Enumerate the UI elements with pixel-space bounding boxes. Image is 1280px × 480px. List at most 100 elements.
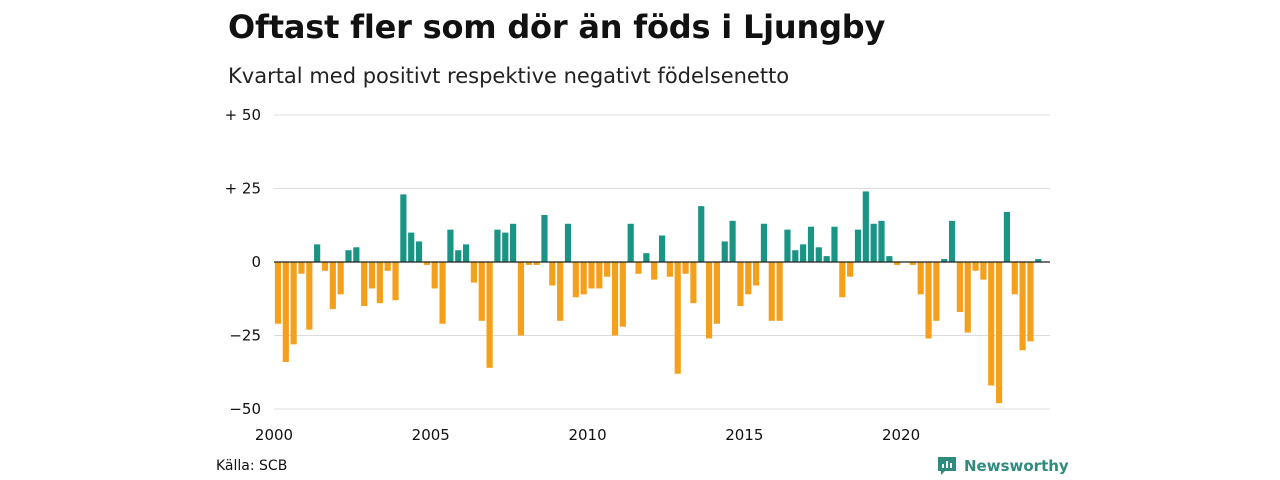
bar xyxy=(400,194,407,262)
bar xyxy=(651,262,658,280)
bar-series xyxy=(274,191,1042,404)
bar xyxy=(384,262,391,271)
bar xyxy=(314,244,321,262)
bar xyxy=(988,262,995,386)
bar xyxy=(925,262,932,339)
bar xyxy=(1035,259,1042,262)
chart-title: Oftast fler som dör än föds i Ljungby xyxy=(228,8,886,46)
bar xyxy=(870,223,877,262)
bar xyxy=(658,235,666,262)
newsworthy-icon xyxy=(938,457,956,475)
bar xyxy=(462,244,470,262)
bar xyxy=(1011,262,1018,295)
bar xyxy=(470,262,478,283)
bar xyxy=(564,223,572,262)
bar xyxy=(878,220,885,262)
y-tick-label: + 50 xyxy=(225,106,261,124)
bar xyxy=(948,220,956,262)
y-tick-label: 0 xyxy=(251,253,261,271)
y-tick-label: −25 xyxy=(229,327,261,345)
bar xyxy=(847,262,854,277)
bar xyxy=(274,262,282,324)
bar xyxy=(635,262,642,274)
bar xyxy=(525,262,532,265)
bar xyxy=(784,229,791,262)
bar xyxy=(1019,262,1026,351)
bar xyxy=(611,262,619,336)
bar xyxy=(549,262,556,286)
bar xyxy=(392,262,399,301)
bar xyxy=(956,262,963,312)
chart-subtitle: Kvartal med positivt respektive negativt… xyxy=(228,64,790,88)
bar xyxy=(423,262,430,265)
bar xyxy=(745,262,752,295)
bar xyxy=(541,214,548,262)
bar xyxy=(698,206,705,262)
bar xyxy=(776,262,783,321)
bar xyxy=(980,262,987,280)
brand-logo: Newsworthy xyxy=(936,455,1069,477)
bar xyxy=(753,262,760,286)
bar xyxy=(290,262,297,345)
bar xyxy=(831,226,838,262)
bar xyxy=(839,262,846,298)
bar xyxy=(361,262,368,307)
bar xyxy=(557,262,564,321)
bar xyxy=(282,262,289,362)
bar xyxy=(862,191,869,262)
bar xyxy=(306,262,313,330)
x-tick-label: 2000 xyxy=(255,426,293,444)
bar xyxy=(353,247,360,262)
bar xyxy=(705,262,713,339)
bar xyxy=(604,262,611,277)
bar xyxy=(619,262,626,327)
bar xyxy=(580,262,587,295)
bar xyxy=(408,232,415,262)
bar xyxy=(455,250,462,262)
y-tick-label: + 25 xyxy=(225,180,261,198)
bar xyxy=(517,262,525,336)
bar xyxy=(807,226,815,262)
bar xyxy=(1003,212,1011,262)
x-tick-label: 2020 xyxy=(882,426,920,444)
x-tick-label: 2005 xyxy=(412,426,450,444)
bar xyxy=(909,262,916,265)
bar xyxy=(345,250,352,262)
bar xyxy=(643,253,650,262)
bar xyxy=(760,223,768,262)
bar xyxy=(854,229,862,262)
bar xyxy=(800,244,807,262)
bar xyxy=(721,241,728,262)
grid-layer xyxy=(274,114,1050,410)
y-tick-label: −50 xyxy=(229,400,261,418)
bar xyxy=(572,262,579,298)
bar xyxy=(376,262,383,304)
y-axis-ticks: + 50 + 25 0 −25 −50 xyxy=(225,106,261,418)
bar xyxy=(823,256,830,262)
bar xyxy=(494,229,501,262)
x-tick-label: 2015 xyxy=(725,426,763,444)
bar xyxy=(1027,262,1034,342)
bar xyxy=(627,223,634,262)
bar xyxy=(533,262,540,265)
bar xyxy=(713,262,720,324)
bar xyxy=(996,262,1003,404)
bar xyxy=(502,232,509,262)
x-axis-ticks: 2000 2005 2010 2015 2020 xyxy=(255,426,920,444)
bar xyxy=(815,247,822,262)
bar xyxy=(682,262,689,274)
bar xyxy=(674,262,681,374)
bar xyxy=(972,262,979,271)
bar xyxy=(933,262,940,321)
bar xyxy=(439,262,446,324)
bar xyxy=(510,223,517,262)
bar xyxy=(894,262,901,265)
bar xyxy=(768,262,775,321)
bar xyxy=(737,262,744,307)
bar xyxy=(329,262,336,310)
bar xyxy=(886,256,893,262)
x-tick-label: 2010 xyxy=(568,426,606,444)
bar xyxy=(447,229,454,262)
brand-name: Newsworthy xyxy=(964,457,1069,475)
